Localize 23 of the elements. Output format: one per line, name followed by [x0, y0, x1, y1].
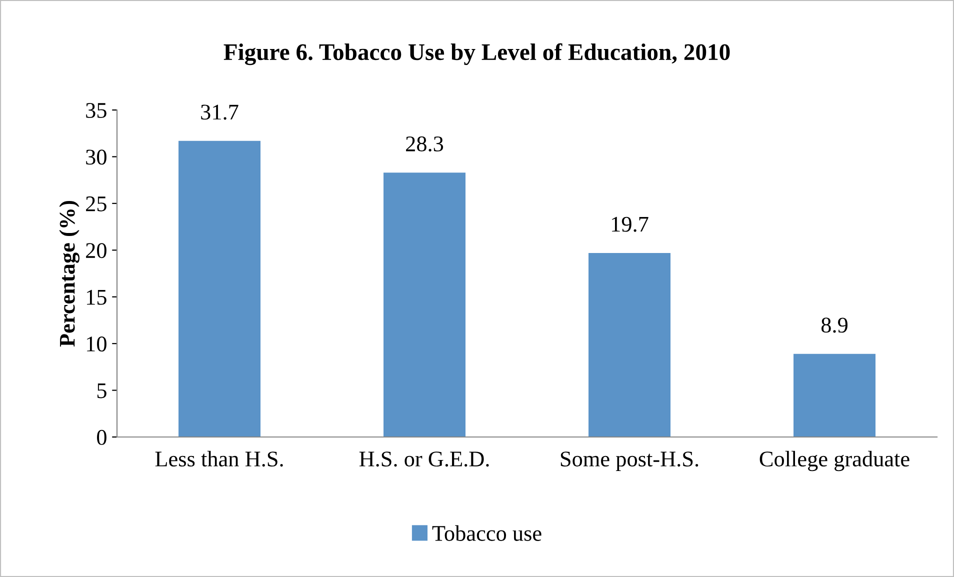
y-tick-label: 25 [86, 196, 106, 212]
y-tick-label: 0 [97, 430, 106, 445]
y-tick-label: 10 [87, 336, 106, 352]
data-label: 19.7 [612, 216, 648, 232]
bar [384, 172, 466, 437]
bar [178, 140, 260, 437]
x-tick-label: College graduate [760, 450, 910, 472]
y-tick-label: 20 [86, 243, 106, 258]
y-tick-label: 5 [97, 383, 106, 398]
y-tick-label: 15 [87, 290, 106, 305]
chart-title: Figure 6. Tobacco Use by Level of Education, 2010 [224, 43, 730, 66]
data-label: 31.7 [201, 104, 238, 120]
legend-label: Tobacco use [432, 525, 542, 541]
data-label: 8.9 [821, 318, 848, 333]
x-tick-label: H.S. or G.E.D. [359, 452, 489, 467]
x-tick-label: Some post-H.S. [560, 452, 698, 472]
bar [794, 354, 876, 437]
bar [588, 252, 670, 437]
y-axis-title: Percentage (%) [59, 200, 80, 347]
x-tick-label: Less than H.S. [155, 450, 283, 467]
data-label: 28.3 [406, 136, 444, 152]
y-tick-label: 30 [86, 150, 106, 165]
y-tick-label: 35 [86, 102, 106, 118]
